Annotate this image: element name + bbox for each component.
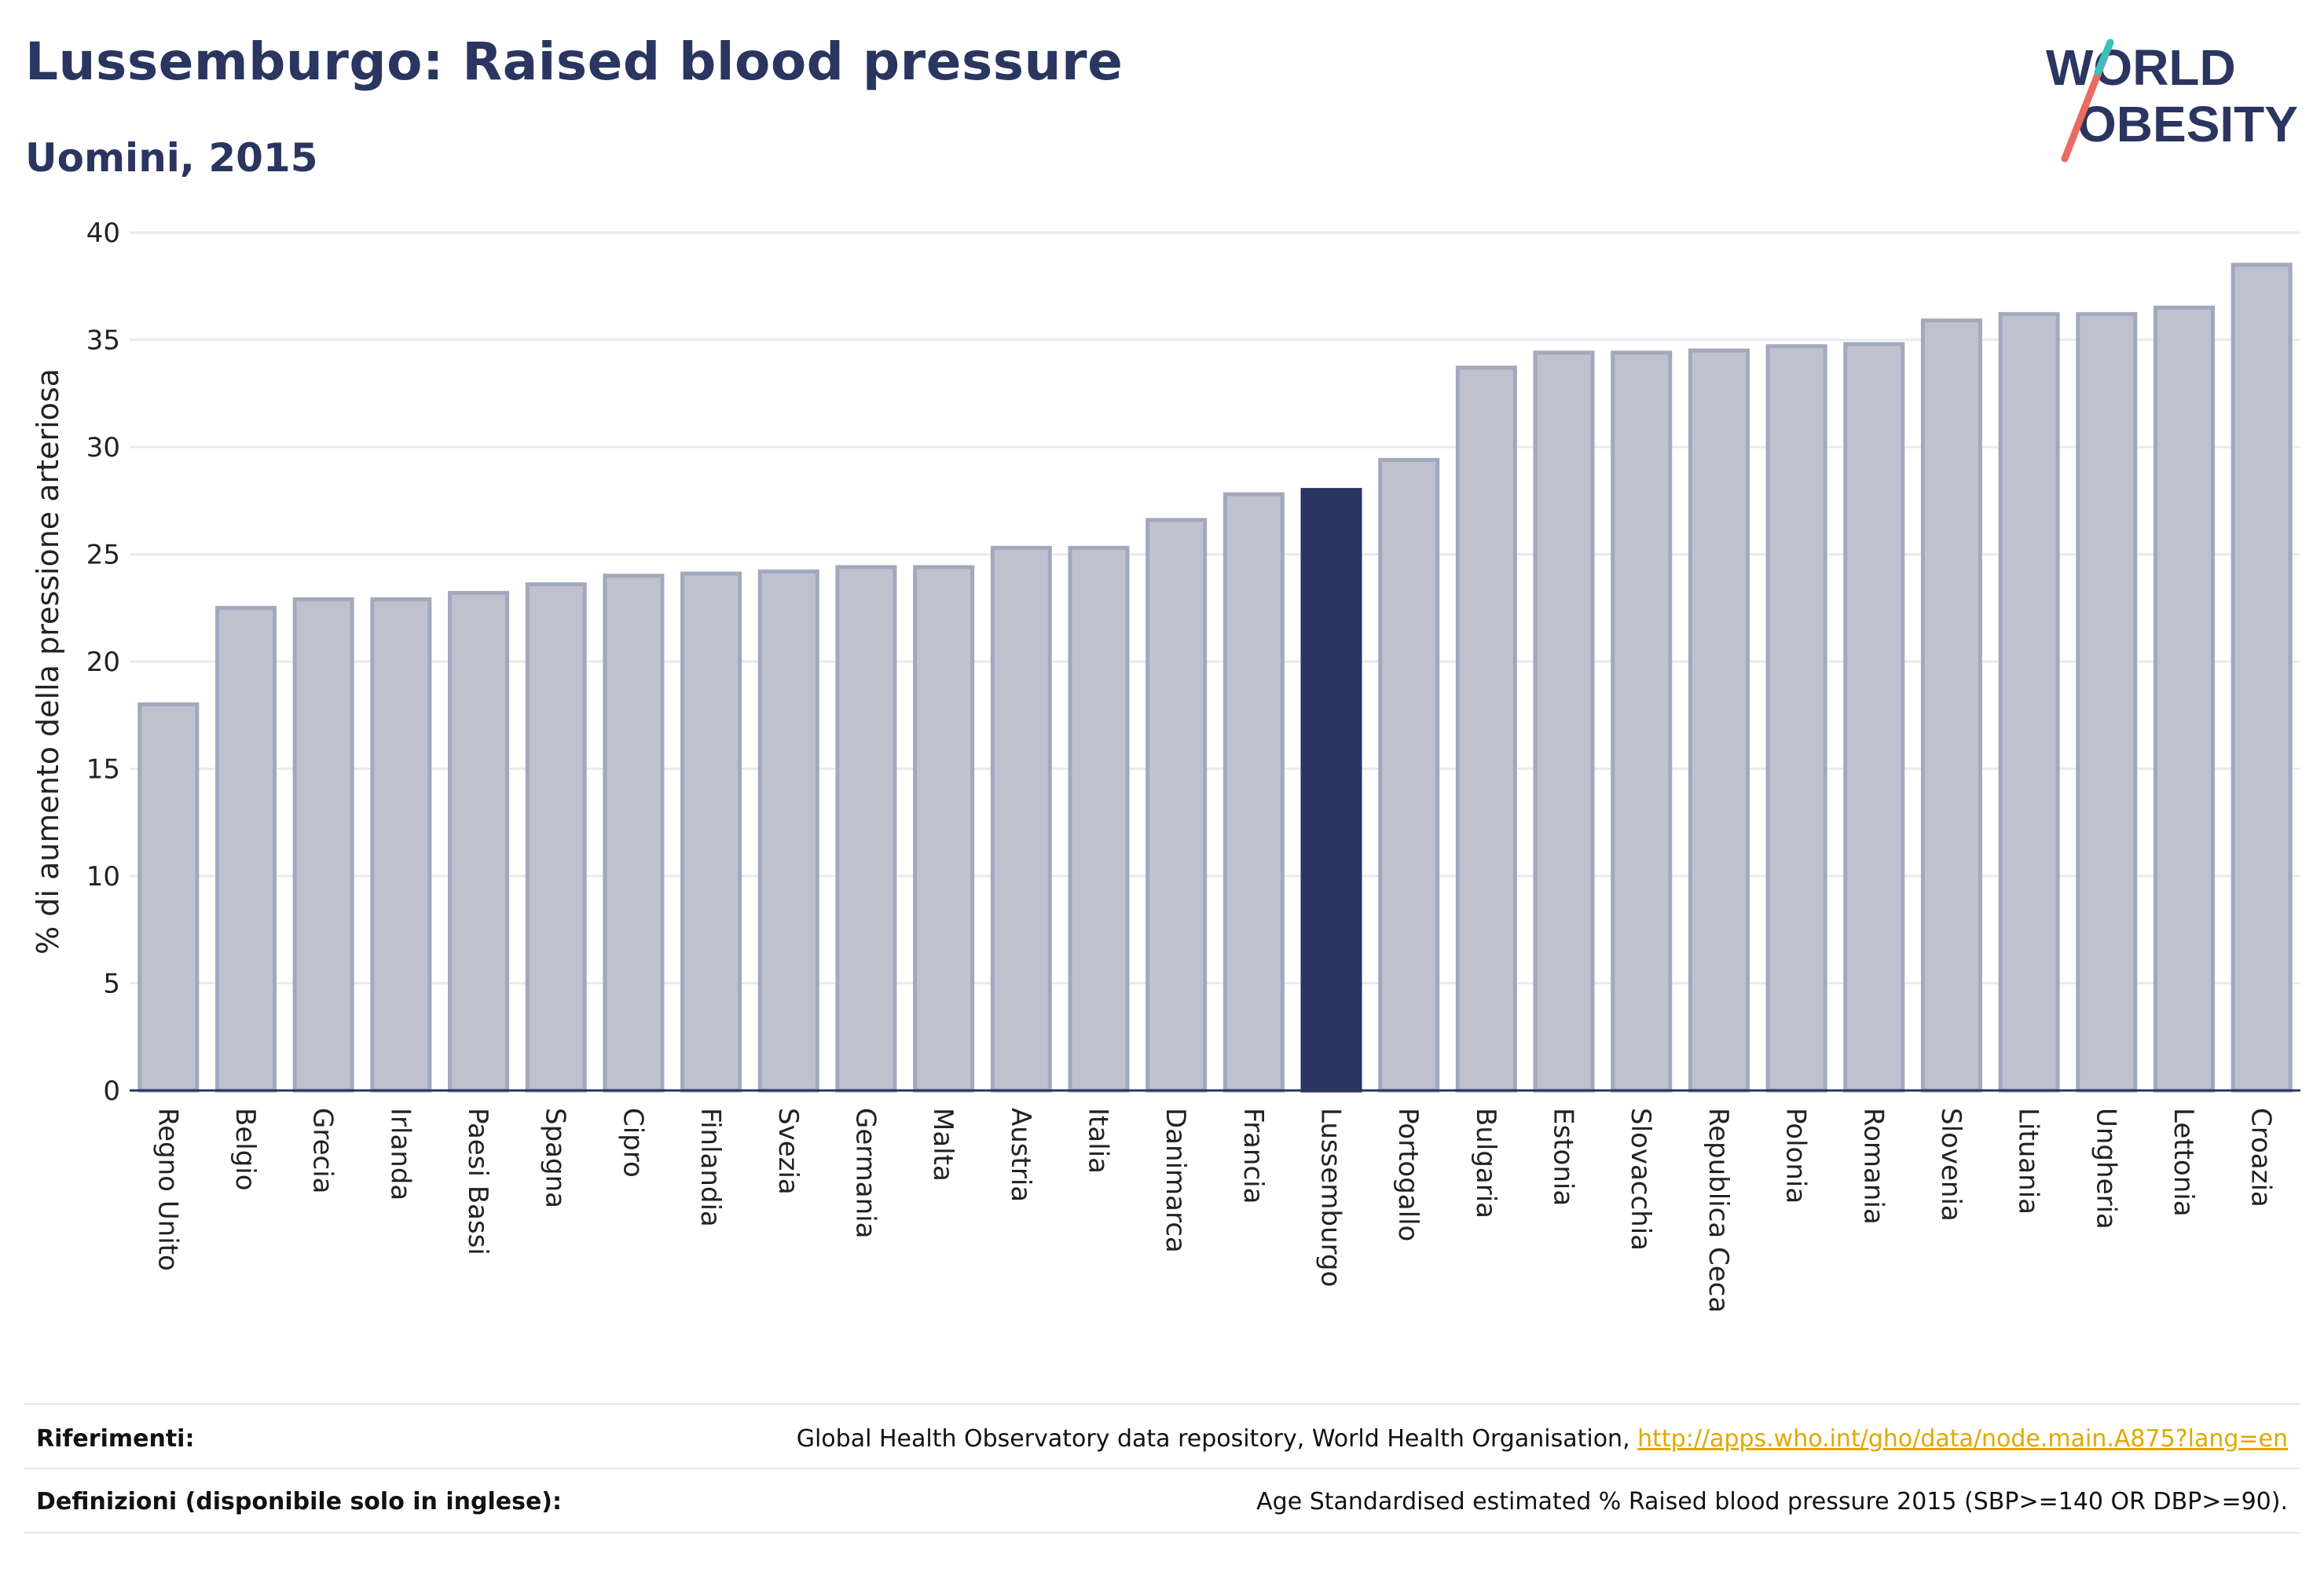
x-tick-label: Paesi Bassi [462, 1108, 493, 1255]
bar-chart: 0 5 10 15 20 25 30 35 40 % di aumento della press… [31, 218, 2300, 1313]
footer-references-row: Riferimenti: Global Health Observatory d… [24, 1425, 2300, 1457]
y-tick-label: 10 [86, 861, 120, 892]
references-text: Global Health Observatory data repositor… [796, 1425, 1638, 1453]
bar [1068, 545, 1130, 1093]
x-tick-label: Finlandia [695, 1108, 726, 1227]
x-tick-label: Polonia [1780, 1108, 1812, 1204]
x-tick-label: Lettonia [2168, 1108, 2199, 1217]
bar [1611, 350, 1673, 1093]
bar [1843, 342, 1905, 1093]
x-tick-label: Croazia [2245, 1108, 2277, 1208]
bar [525, 582, 587, 1093]
y-tick-label: 25 [86, 540, 120, 571]
bar [835, 565, 897, 1093]
bar [1378, 457, 1440, 1093]
x-tick-label: Malta [927, 1108, 959, 1182]
x-tick-label: Bulgaria [1470, 1108, 1501, 1219]
references-value: Global Health Observatory data repositor… [797, 1425, 2288, 1453]
x-tick-label: Spagna [540, 1108, 571, 1208]
references-link[interactable]: http://apps.who.int/gho/data/node.main.A… [1637, 1425, 2288, 1453]
x-tick-label: Slovenia [1935, 1108, 1967, 1222]
bar [215, 606, 277, 1093]
x-tick-label: Belgio [229, 1108, 261, 1191]
x-tick-label: Svezia [772, 1108, 804, 1195]
y-tick-label: 35 [86, 325, 120, 357]
bar [137, 702, 200, 1093]
x-tick-label: Irlanda [384, 1108, 416, 1200]
footer-divider-top [24, 1403, 2300, 1405]
x-tick-label: Ungheria [2090, 1108, 2121, 1230]
footer-divider-middle [24, 1468, 2300, 1469]
x-tick-label: Cipro [617, 1108, 648, 1178]
x-tick-label: Lussemburgo [1315, 1108, 1347, 1287]
bar [1455, 365, 1517, 1093]
bar [1222, 492, 1285, 1093]
y-tick-label: 40 [86, 218, 120, 249]
y-tick-label: 0 [103, 1076, 120, 1107]
bar [1146, 518, 1208, 1093]
footer-divider-bottom [24, 1532, 2300, 1534]
bar [448, 591, 510, 1093]
bar [1998, 312, 2060, 1093]
bar [990, 545, 1052, 1093]
x-tick-label: Lituania [2013, 1108, 2044, 1215]
world-obesity-logo: WORLD OBESITY [2046, 38, 2298, 163]
bar [370, 597, 432, 1093]
page-subtitle: Uomini, 2015 [25, 135, 318, 181]
logo-slash-teal [2094, 38, 2114, 76]
x-tick-label: Romania [1857, 1108, 1889, 1225]
x-tick-label: Portogallo [1392, 1108, 1424, 1241]
bar [2153, 306, 2215, 1093]
bar [292, 597, 354, 1093]
bar [757, 569, 819, 1093]
references-label: Riferimenti: [36, 1425, 195, 1453]
x-tick-label: Slovacchia [1625, 1108, 1656, 1251]
x-tick-label: Italia [1082, 1108, 1113, 1174]
definitions-value: Age Standardised estimated % Raised bloo… [1256, 1488, 2288, 1516]
bar [1765, 344, 1827, 1093]
page-title: Lussemburgo: Raised blood pressure [25, 31, 1124, 92]
bar [1688, 348, 1750, 1093]
x-tick-label: Regno Unito [152, 1108, 183, 1271]
y-tick-label: 5 [103, 969, 120, 1000]
definitions-label: Definizioni (disponibile solo in inglese… [36, 1488, 562, 1516]
footer-definitions-row: Definizioni (disponibile solo in inglese… [24, 1488, 2300, 1519]
bar [603, 574, 665, 1093]
x-tick-label: Danimarca [1160, 1108, 1191, 1253]
logo-line2: OBESITY [2077, 96, 2298, 152]
bar [1920, 318, 1982, 1093]
y-tick-label: 20 [86, 647, 120, 678]
bar [2231, 262, 2293, 1093]
x-tick-label: Grecia [307, 1108, 339, 1193]
bar [680, 571, 742, 1093]
bar-highlight [1300, 488, 1362, 1093]
logo-line1: WORLD [2046, 39, 2236, 96]
x-tick-label: Republica Ceca [1703, 1108, 1734, 1313]
y-tick-label: 15 [86, 754, 120, 786]
x-tick-label: Germania [849, 1108, 881, 1238]
bar [913, 565, 975, 1093]
y-axis-label: % di aumento della pressione arteriosa [31, 368, 65, 955]
bar [1533, 350, 1595, 1093]
bar [2076, 312, 2138, 1093]
x-tick-label: Austria [1005, 1108, 1036, 1202]
y-tick-label: 30 [86, 432, 120, 464]
x-tick-label: Francia [1237, 1108, 1269, 1204]
x-tick-label: Estonia [1548, 1108, 1579, 1206]
